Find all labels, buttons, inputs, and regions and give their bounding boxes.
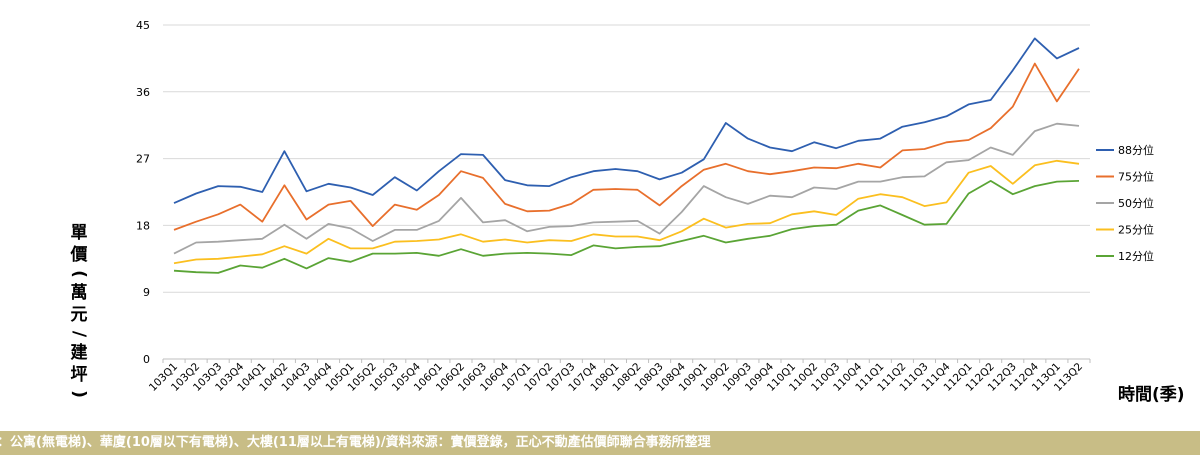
y-axis-title-char: 坪 — [70, 365, 88, 385]
y-axis-title-char: 單 — [70, 223, 88, 243]
x-axis-title: 時間(季) — [1118, 385, 1185, 405]
y-axis-title-paren: ( — [69, 270, 89, 278]
y-axis-title: 單 價 ( 萬 元 / 建 坪 ) — [64, 222, 94, 402]
footer-note-text: ：公寓(無電梯)、華廈(10層以下有電梯)、大樓(11層以上有電梯)/資料來源：… — [0, 435, 711, 450]
y-tick-label: 36 — [136, 86, 150, 99]
y-tick-label: 27 — [136, 153, 150, 166]
legend-label: 25分位 — [1118, 223, 1154, 237]
series-line-25分位 — [173, 159, 1080, 265]
y-axis-title-char: 價 — [70, 245, 88, 265]
series-line-12分位 — [173, 179, 1080, 274]
y-tick-label: 9 — [143, 286, 150, 299]
y-tick-label: 0 — [143, 353, 150, 366]
legend-label: 88分位 — [1118, 143, 1154, 157]
legend-label: 50分位 — [1118, 196, 1154, 210]
line-chart: 0918273645103Q1103Q2103Q3103Q4104Q1104Q2… — [136, 19, 1154, 394]
y-axis-title-paren: ) — [69, 390, 89, 398]
legend-label: 75分位 — [1118, 170, 1154, 184]
y-tick-label: 18 — [136, 219, 150, 232]
series-line-88分位 — [173, 37, 1080, 204]
y-axis-title-char: 元 — [70, 305, 88, 325]
footer-note: ：公寓(無電梯)、華廈(10層以下有電梯)、大樓(11層以上有電梯)/資料來源：… — [0, 431, 1200, 455]
y-axis-title-slash: / — [69, 330, 89, 338]
legend-label: 12分位 — [1118, 249, 1154, 263]
y-tick-label: 45 — [136, 19, 150, 32]
y-axis-title-char: 萬 — [70, 283, 88, 303]
series-line-75分位 — [173, 62, 1080, 231]
y-axis-title-char: 建 — [70, 343, 88, 363]
series-line-50分位 — [173, 122, 1080, 255]
